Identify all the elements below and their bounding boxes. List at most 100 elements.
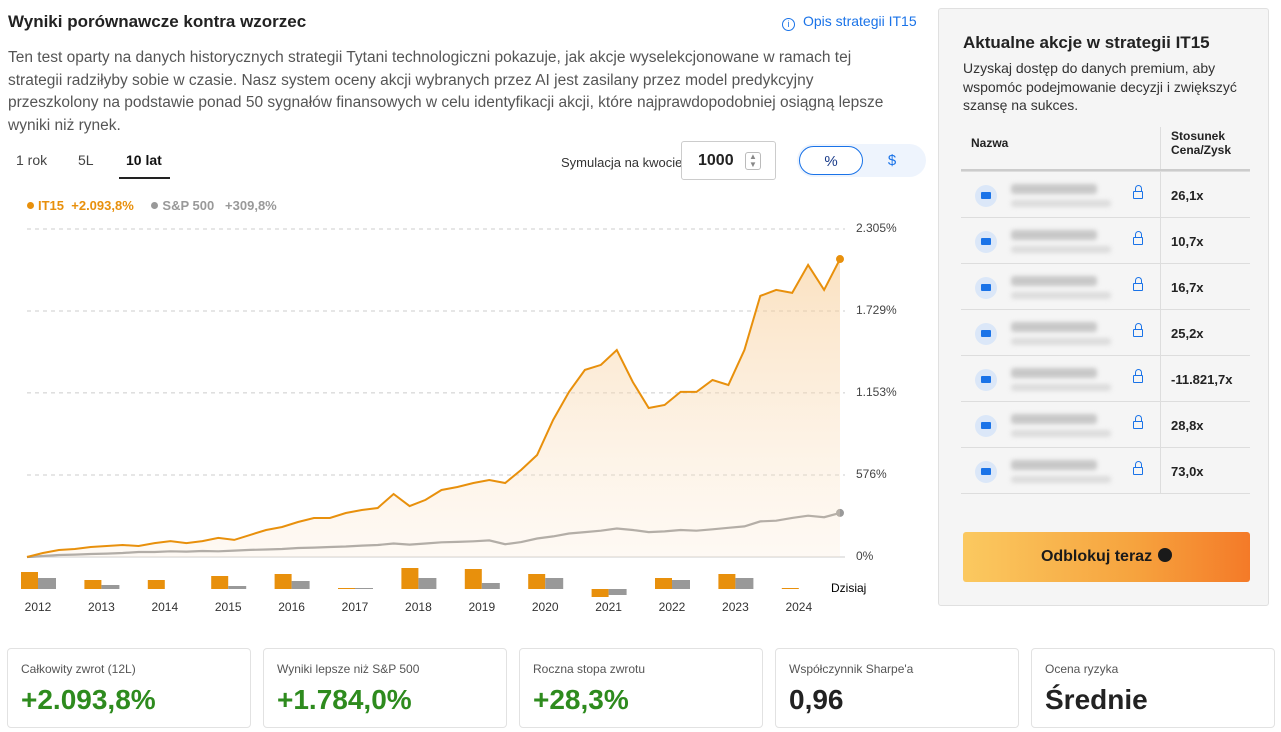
x-tick-label: 2019 [468, 600, 495, 614]
stock-icon [975, 415, 997, 437]
stat-card: Roczna stopa zwrotu +28,3% [519, 648, 763, 728]
legend-name: S&P 500 [162, 198, 215, 213]
bar [338, 588, 355, 589]
stat-value: +1.784,0% [277, 684, 412, 715]
legend-total: +309,8% [225, 198, 277, 213]
amount-input[interactable]: 1000 ▲ ▼ [681, 141, 776, 180]
legend-dot [151, 202, 159, 209]
pe-ratio: 25,2x [1171, 326, 1204, 341]
pe-ratio: -11.821,7x [1171, 372, 1233, 387]
tab-active[interactable]: 10 lat [119, 152, 170, 179]
bar [355, 588, 373, 589]
lock-icon [1133, 185, 1143, 199]
bar [38, 578, 56, 589]
strategy-link[interactable]: i Opis strategii IT15 [782, 13, 917, 31]
bar [274, 574, 292, 589]
toggle-dollar[interactable]: $ [887, 152, 897, 169]
x-tick-label: 2017 [342, 600, 369, 614]
blurred-name [1011, 276, 1097, 286]
table-row[interactable]: 10,7x [961, 217, 1250, 264]
toggle-percent[interactable]: % [799, 146, 863, 175]
divider [1160, 127, 1161, 171]
column-header: Stosunek Cena/Zysk [1171, 129, 1232, 157]
end-marker [836, 255, 844, 264]
stat-value: Średnie [1045, 684, 1148, 715]
x-tick-label: 2013 [88, 600, 115, 614]
x-tick-label: 2015 [215, 600, 242, 614]
description: Ten test oparty na danych historycznych … [8, 49, 884, 134]
blurred-name [1011, 230, 1097, 240]
bar [464, 569, 482, 589]
pe-ratio: 28,8x [1171, 418, 1204, 433]
x-tick-label: 2012 [25, 600, 52, 614]
stat-card: Współczynnik Sharpe'a 0,96 [775, 648, 1019, 728]
bar [528, 574, 546, 589]
area [27, 259, 840, 557]
tab[interactable]: 5L [78, 152, 94, 168]
stat-label: Całkowity zwrot (12L) [21, 662, 136, 676]
link-text[interactable]: Opis strategii IT15 [803, 13, 917, 29]
button-label: Odblokuj teraz [1040, 548, 1153, 565]
bar [781, 588, 799, 589]
y-tick-label: 1.729% [856, 303, 897, 317]
table-row[interactable]: 73,0x [961, 447, 1250, 494]
today-label: Dzisiaj [831, 581, 866, 595]
chart: Dzisiaj 0% 576% 1.153% 1.729% 2.305% 2012 2013… [21, 221, 897, 614]
x-tick-label: 2022 [659, 600, 686, 614]
stat-label: Współczynnik Sharpe'a [789, 662, 914, 676]
stat-label: Ocena ryzyka [1045, 662, 1119, 676]
unlock-button[interactable]: Odblokuj teraz [963, 532, 1250, 582]
lock-icon [1133, 277, 1143, 291]
spinner[interactable]: ▲ ▼ [745, 152, 761, 170]
bar [418, 578, 437, 589]
stat-value: +2.093,8% [21, 684, 156, 715]
legend-name: IT15 [38, 198, 65, 213]
stock-icon [975, 185, 997, 207]
stock-icon [975, 323, 997, 345]
x-tick-label: 2023 [722, 600, 749, 614]
divider [1160, 356, 1161, 402]
lock-icon [1133, 461, 1143, 475]
x-tick-label: 2014 [151, 600, 178, 614]
pe-ratio: 10,7x [1171, 234, 1204, 249]
sidebar: Aktualne akcje w strategii IT15 Uzyskaj … [938, 8, 1269, 606]
table-row[interactable]: 28,8x [961, 401, 1250, 448]
bar [147, 580, 165, 589]
bar [211, 576, 229, 589]
stat-card: Całkowity zwrot (12L) +2.093,8% [7, 648, 251, 728]
stock-icon [975, 369, 997, 391]
blurred-name [1011, 322, 1097, 332]
blurred-name [1011, 292, 1111, 299]
lock-icon [1133, 323, 1143, 337]
stat-label: Wyniki lepsze niż S&P 500 [277, 662, 420, 676]
table-row[interactable]: 26,1x [961, 171, 1250, 218]
bar [291, 581, 310, 589]
table-row[interactable]: 25,2x [961, 309, 1250, 356]
bar [735, 578, 754, 589]
x-tick-label: 2024 [785, 600, 812, 614]
blurred-name [1011, 338, 1111, 345]
x-tick-label: 2021 [595, 600, 622, 614]
y-tick-label: 1.153% [856, 385, 897, 399]
button-icon [1158, 548, 1173, 562]
divider [1160, 172, 1161, 218]
line [26, 258, 841, 558]
unit-toggle: % $ [797, 144, 926, 177]
blurred-name [1011, 184, 1097, 194]
bar [228, 586, 247, 589]
sidebar-title: Aktualne akcje w strategii IT15 [963, 33, 1210, 52]
bar [672, 580, 690, 589]
divider [1160, 264, 1161, 310]
divider [1160, 218, 1161, 264]
blurred-name [1011, 430, 1111, 437]
sidebar-subtitle: Uzyskaj dostęp do danych premium, aby ws… [963, 60, 1237, 113]
table-row[interactable]: 16,7x [961, 263, 1250, 310]
pe-ratio: 26,1x [1171, 188, 1204, 203]
amount: 1000 [698, 152, 734, 169]
tab[interactable]: 1 rok [16, 152, 48, 168]
pe-ratio: 73,0x [1171, 464, 1204, 479]
stock-icon [975, 461, 997, 483]
stock-icon [975, 231, 997, 253]
stat-card: Ocena ryzyka Średnie [1031, 648, 1275, 728]
table-row[interactable]: -11.821,7x [961, 355, 1250, 402]
